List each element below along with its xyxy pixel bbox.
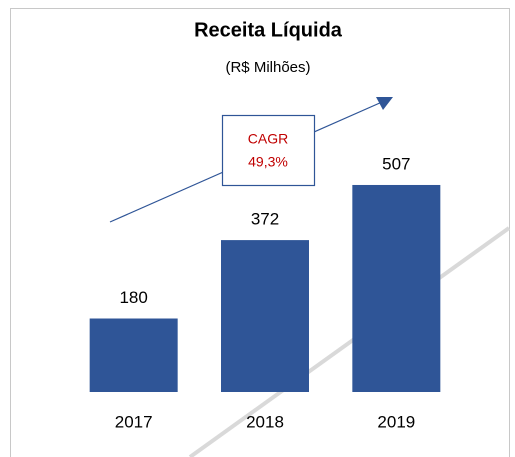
decor-diagonal [188,226,511,457]
chart-title: Receita Líquida [194,19,343,41]
x-tick-label: 2018 [246,412,284,431]
bar [352,184,441,392]
annotation-title: CAGR [248,131,288,147]
annotation-text: 49,3% [248,154,288,170]
value-label: 180 [119,288,147,307]
x-tick-label: 2019 [377,412,415,431]
bar [89,318,178,392]
value-label: 372 [251,210,279,229]
bar [221,240,309,392]
annotation-box [221,114,316,187]
arrow-head [376,97,393,110]
chart-subtitle: (R$ Milhões) [225,59,310,76]
value-label: 507 [382,154,410,173]
x-tick-label: 2017 [115,412,153,431]
